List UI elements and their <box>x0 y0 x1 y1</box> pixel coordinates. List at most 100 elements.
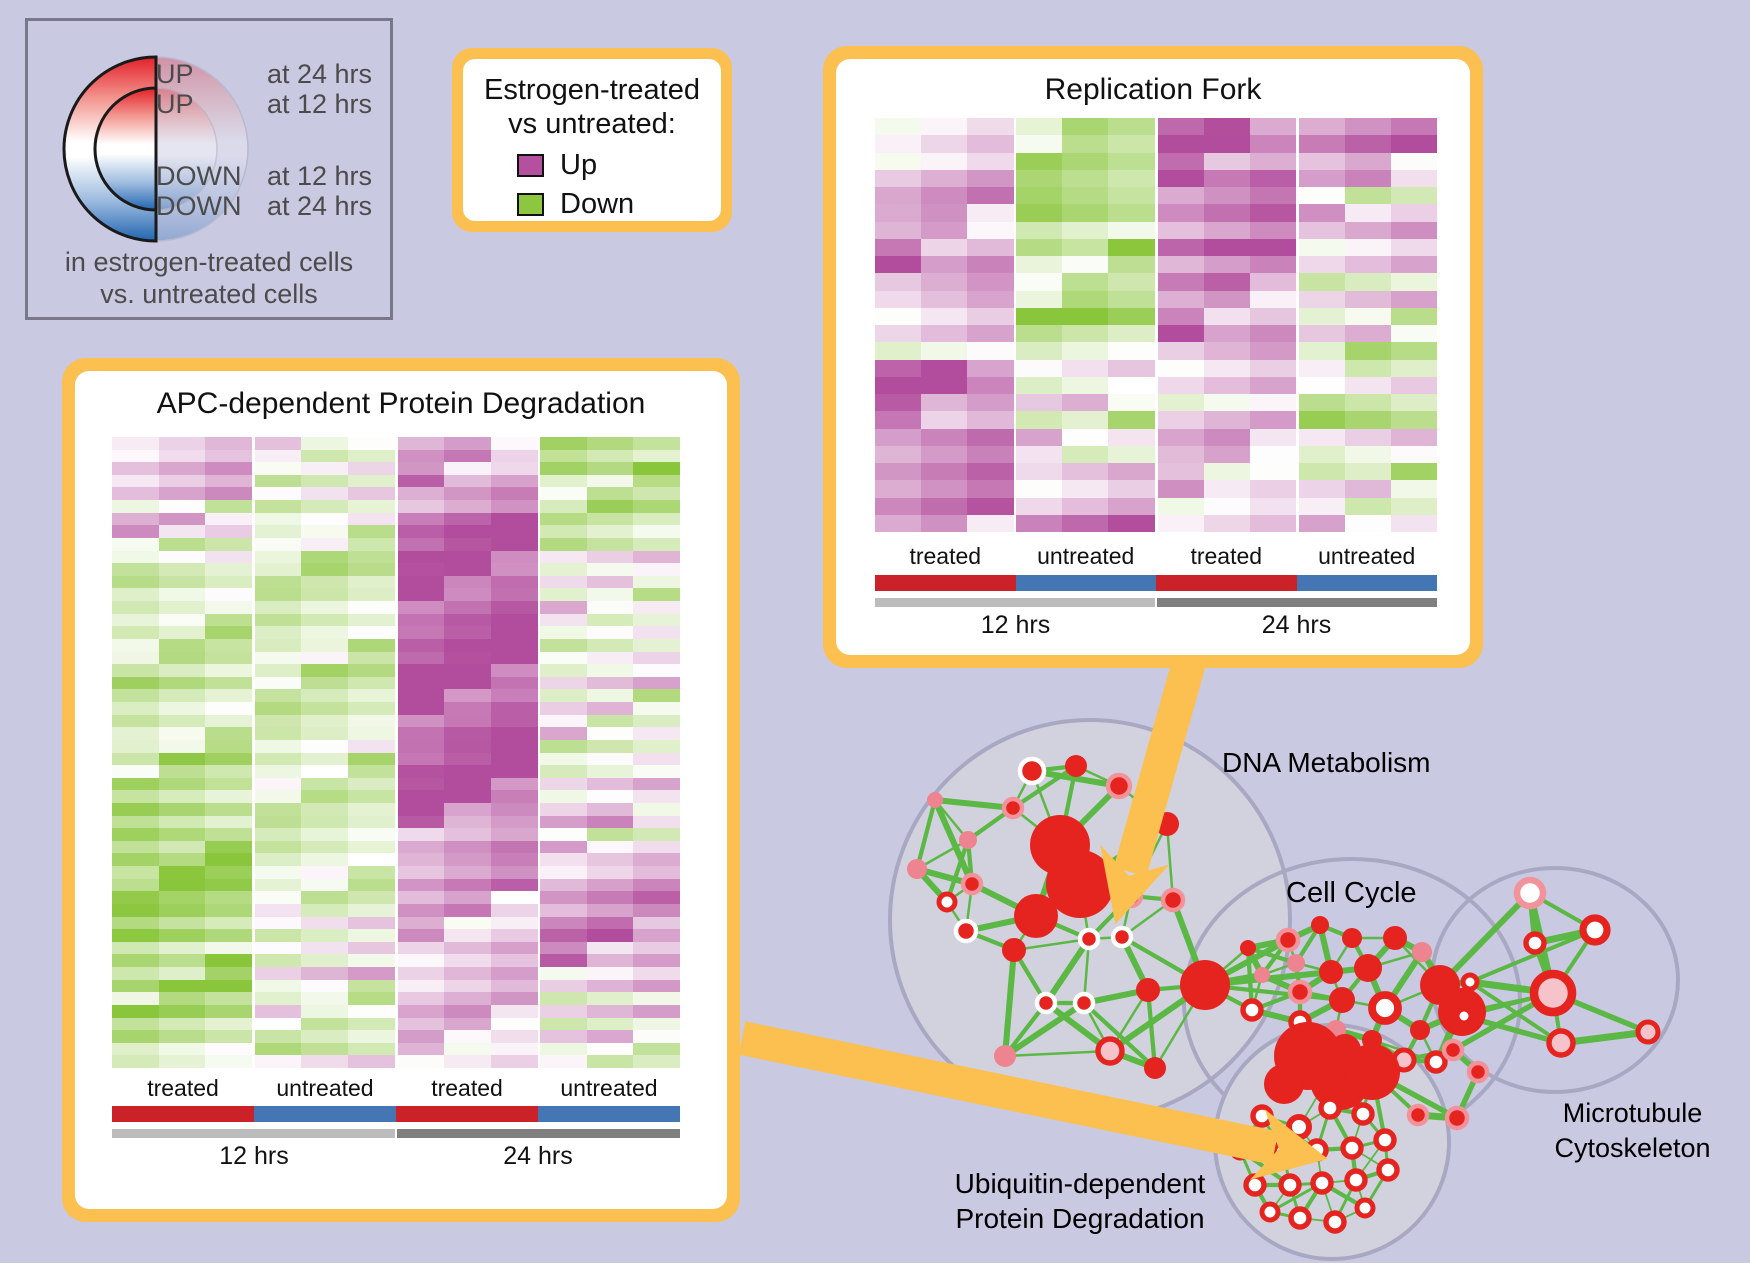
heatmap-cell <box>540 790 588 804</box>
heatmap-cell <box>397 739 445 753</box>
heatmap-cell <box>1062 325 1109 343</box>
heatmap-cell <box>205 954 253 968</box>
heatmap-cell <box>347 676 395 690</box>
heatmap-cell <box>1157 169 1205 188</box>
heatmap-cell <box>444 840 492 854</box>
heatmap-cell <box>633 739 680 753</box>
heatmap-cell <box>1298 359 1346 378</box>
heatmap-cell <box>1344 118 1392 136</box>
network-edge <box>1145 989 1158 1069</box>
heatmap-cell <box>1249 118 1297 136</box>
heatmap-cell <box>301 1055 349 1068</box>
heatmap-cell <box>444 866 492 880</box>
heatmap-cell <box>1203 204 1251 222</box>
group-label: untreated <box>276 1075 374 1101</box>
heatmap-cell <box>1157 152 1205 171</box>
heatmap-cell <box>205 1030 253 1044</box>
heatmap-cell <box>1062 342 1109 360</box>
heatmap-cell <box>444 1055 492 1068</box>
heatmap-cell <box>205 512 253 526</box>
heatmap-cell <box>1344 238 1392 257</box>
heatmap-cell <box>633 1004 680 1018</box>
heatmap-cell <box>205 1004 253 1018</box>
network-node <box>1287 954 1305 972</box>
heatmap-cell <box>875 238 922 257</box>
condition-bar-segment <box>396 1106 538 1122</box>
heatmap-cell <box>1249 480 1297 498</box>
heatmap-cell <box>921 342 968 360</box>
heatmap-cell <box>1298 394 1346 412</box>
heatmap-cell <box>1390 394 1437 412</box>
heatmap-cell <box>1062 187 1109 205</box>
legend-item-up: Up <box>517 149 667 182</box>
heatmap-cell <box>875 342 922 360</box>
heatmap-cell <box>1016 290 1063 309</box>
heatmap-cell <box>205 462 253 476</box>
heatmap-cell <box>205 689 253 703</box>
heatmap-cell <box>586 474 634 488</box>
network-node <box>960 872 984 896</box>
heatmap-cell <box>586 500 634 514</box>
heatmap-cell <box>967 480 1014 498</box>
heatmap-cell <box>875 135 922 153</box>
network-node <box>1305 1138 1329 1162</box>
heatmap-cell <box>1157 480 1205 498</box>
heatmap-cell <box>633 992 680 1006</box>
cluster-label-cell-cycle: Cell Cycle <box>1286 877 1417 909</box>
heatmap-cell <box>967 463 1014 481</box>
heatmap-cell <box>1344 411 1392 429</box>
heatmap-cell <box>112 689 160 703</box>
heatmap-cell <box>1344 256 1392 274</box>
heatmap-cell <box>540 752 588 766</box>
replication-fork-panel: Replication Fork treated untreated treated… <box>823 46 1483 668</box>
heatmap-cell <box>112 1004 160 1018</box>
heatmap-cell <box>205 487 253 501</box>
heatmap-cell <box>1298 342 1346 360</box>
network-node <box>1046 850 1114 918</box>
rf-time-labels: 12 hrs 24 hrs <box>875 611 1437 640</box>
heatmap-cell <box>112 891 160 905</box>
heatmap-cell <box>254 462 302 476</box>
heatmap-cell <box>1108 497 1155 516</box>
heatmap-cell <box>921 359 968 378</box>
network-node <box>1412 942 1432 962</box>
heatmap-cell <box>205 878 253 892</box>
heatmap-cell <box>875 204 922 222</box>
heatmap-cell <box>444 651 492 665</box>
heatmap-cell <box>112 790 160 804</box>
heatmap-cell <box>490 537 538 552</box>
heatmap-cell <box>397 714 445 728</box>
heatmap-cell <box>112 512 160 526</box>
heatmap-cell <box>633 487 680 501</box>
network-node <box>1286 1114 1312 1140</box>
heatmap-cell <box>1203 325 1251 343</box>
heatmap-cell <box>444 828 492 842</box>
heatmap-cell <box>967 290 1014 309</box>
heatmap-cell <box>444 525 492 539</box>
heatmap-cell <box>254 752 302 766</box>
network-node <box>1002 938 1026 962</box>
heatmap-cell <box>586 777 634 791</box>
heatmap-cell <box>490 739 538 753</box>
heatmap-cell <box>444 500 492 514</box>
legend-row: DOWN at 12 hrs <box>156 161 372 191</box>
heatmap-cell <box>347 765 395 779</box>
heatmap-cell <box>347 1055 395 1068</box>
heatmap-cell <box>490 929 538 943</box>
heatmap-cell <box>586 626 634 640</box>
heatmap-cell <box>301 954 349 968</box>
network-edge <box>944 839 971 903</box>
heatmap-cell <box>1390 480 1437 498</box>
heatmap-cell <box>444 727 492 741</box>
up-color-swatch <box>517 154 544 177</box>
heatmap-cell <box>921 480 968 498</box>
heatmap-cell <box>1344 325 1392 343</box>
network-node <box>994 1045 1016 1067</box>
heatmap-cell <box>921 463 968 481</box>
heatmap-cell <box>158 878 206 892</box>
heatmap-cell <box>254 1030 302 1044</box>
heatmap-cell <box>158 1030 206 1044</box>
heatmap-cell <box>540 765 588 779</box>
heatmap-cell <box>347 1004 395 1018</box>
